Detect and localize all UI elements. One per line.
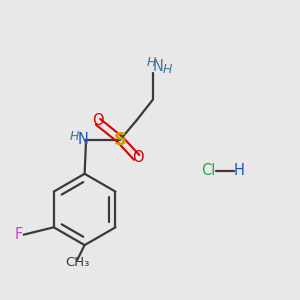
Text: N: N <box>153 59 164 74</box>
Text: N: N <box>78 132 88 147</box>
Text: H: H <box>163 63 172 76</box>
Text: H: H <box>234 163 244 178</box>
Text: S: S <box>114 130 127 148</box>
Text: CH₃: CH₃ <box>65 256 89 269</box>
Text: Cl: Cl <box>201 163 215 178</box>
Text: O: O <box>92 113 104 128</box>
Text: F: F <box>14 227 22 242</box>
Text: O: O <box>132 150 144 165</box>
Text: H: H <box>70 130 80 143</box>
Text: H: H <box>147 56 156 69</box>
